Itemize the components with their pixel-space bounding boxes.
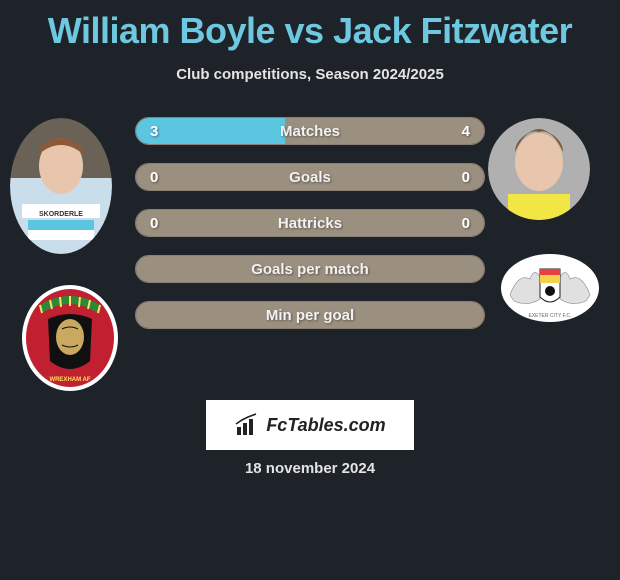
player-left-club-badge: WREXHAM AF bbox=[20, 283, 120, 393]
footer-date: 18 november 2024 bbox=[0, 460, 620, 477]
brand-text: FcTables.com bbox=[266, 415, 385, 436]
player-right-club-badge: EXETER CITY F.C. bbox=[500, 253, 600, 323]
comparison-title: William Boyle vs Jack Fitzwater bbox=[0, 0, 620, 52]
svg-text:EXETER CITY F.C.: EXETER CITY F.C. bbox=[529, 313, 572, 319]
player-left-avatar: SKORDERLE bbox=[10, 118, 112, 254]
svg-text:WREXHAM AF: WREXHAM AF bbox=[49, 377, 90, 383]
stat-row: 00Goals bbox=[135, 163, 485, 191]
stat-row: Min per goal bbox=[135, 301, 485, 329]
stat-row: Goals per match bbox=[135, 255, 485, 283]
stat-label: Min per goal bbox=[136, 307, 484, 324]
stat-label: Goals bbox=[136, 169, 484, 186]
stat-label: Goals per match bbox=[136, 261, 484, 278]
comparison-subtitle: Club competitions, Season 2024/2025 bbox=[0, 66, 620, 83]
chart-icon bbox=[234, 412, 260, 438]
brand-badge: FcTables.com bbox=[206, 400, 414, 450]
stat-row: 34Matches bbox=[135, 117, 485, 145]
stat-bars: 34Matches 00Goals 00Hattricks Goals per mat… bbox=[135, 117, 485, 347]
stat-label: Hattricks bbox=[136, 215, 484, 232]
stat-label: Matches bbox=[136, 123, 484, 140]
player-right-avatar bbox=[488, 118, 590, 220]
svg-text:SKORDERLE: SKORDERLE bbox=[39, 211, 83, 218]
stat-row: 00Hattricks bbox=[135, 209, 485, 237]
